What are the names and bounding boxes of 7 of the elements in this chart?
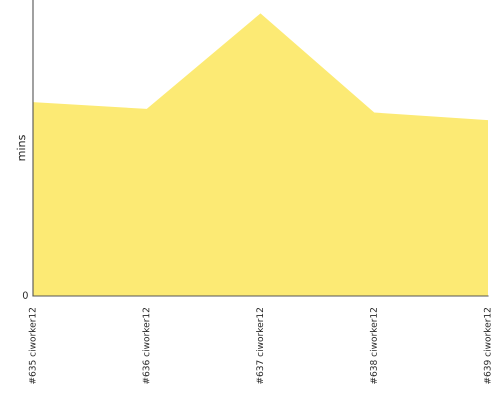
text: 0 [22,291,28,299]
x-tick-label: #636 ciworker12 [142,308,150,384]
y-axis-title: mins [16,135,26,160]
x-tick-label: #638 ciworker12 [370,308,377,384]
x-tick-label: #635 ciworker12 [28,308,36,384]
x-tick-label: #639 ciworker12 [484,308,491,384]
x-tick-label: #637 ciworker12 [256,308,264,384]
